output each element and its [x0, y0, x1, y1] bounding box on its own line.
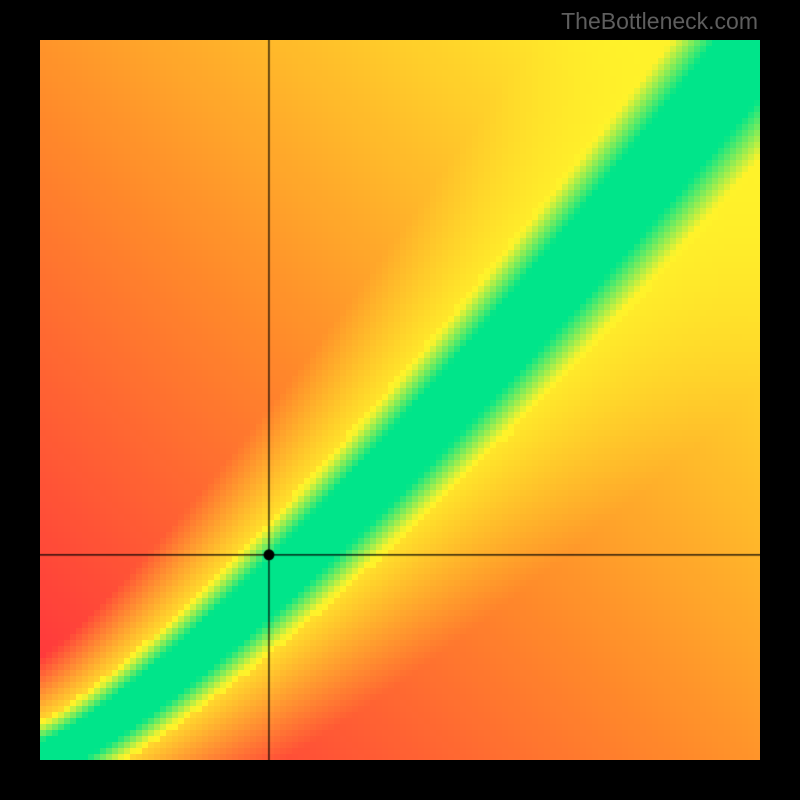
watermark-text: TheBottleneck.com	[561, 8, 758, 35]
crosshair-overlay	[40, 40, 760, 760]
